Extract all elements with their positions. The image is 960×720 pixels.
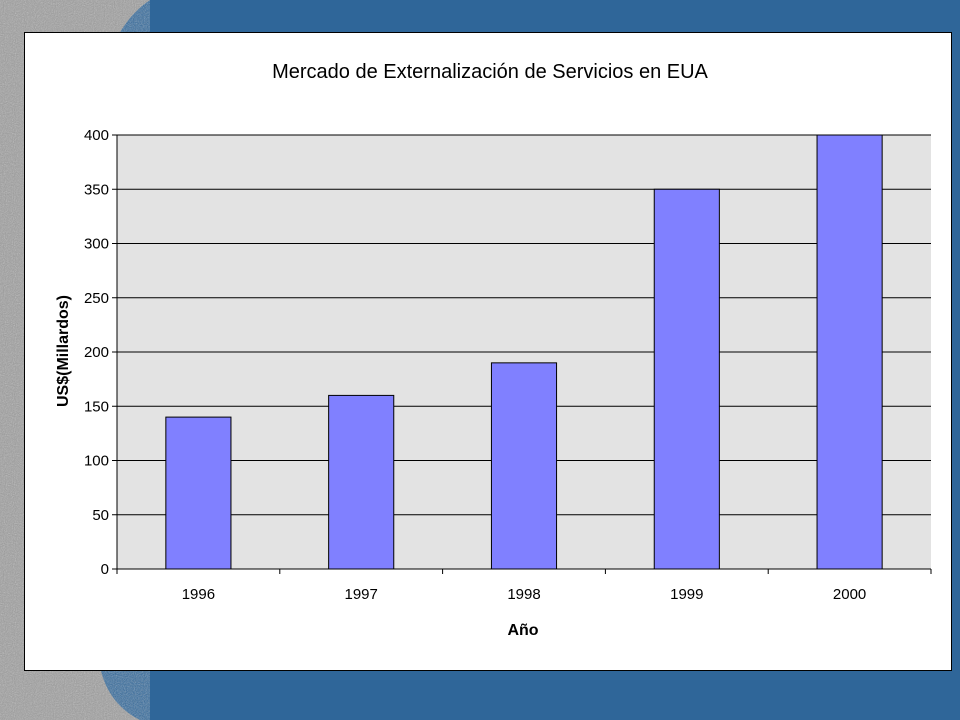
bar-1996 bbox=[165, 416, 232, 570]
y-tick-label: 0 bbox=[101, 561, 109, 578]
chart-frame: Mercado de Externalización de Servicios … bbox=[24, 32, 952, 671]
y-tick-label: 50 bbox=[92, 507, 109, 524]
chart-title: Mercado de Externalización de Servicios … bbox=[272, 61, 708, 83]
x-tick-label: 1999 bbox=[670, 586, 703, 603]
bar-chart: Mercado de Externalización de Servicios … bbox=[55, 61, 932, 639]
y-tick-label: 400 bbox=[84, 127, 109, 144]
y-tick-label: 150 bbox=[84, 398, 109, 415]
bar-1997 bbox=[328, 394, 395, 570]
y-tick-label: 100 bbox=[84, 453, 109, 470]
y-axis-title: US$(Millardos) bbox=[55, 295, 72, 407]
y-tick-label: 300 bbox=[84, 236, 109, 253]
y-tick-label: 200 bbox=[84, 344, 109, 361]
y-tick-label: 350 bbox=[84, 181, 109, 198]
bar-1999 bbox=[653, 188, 720, 570]
x-tick-labels: 1996 1997 1998 1999 2000 bbox=[182, 586, 867, 603]
x-tick-label: 2000 bbox=[833, 586, 866, 603]
x-tick-label: 1996 bbox=[182, 586, 215, 603]
bar-2000 bbox=[816, 134, 883, 570]
bars bbox=[165, 134, 883, 570]
axes bbox=[112, 134, 932, 574]
y-tick-label: 250 bbox=[84, 290, 109, 307]
x-tick-label: 1997 bbox=[345, 586, 378, 603]
bar-1998 bbox=[490, 362, 558, 570]
y-tick-labels: 0 50 100 150 200 250 300 350 400 bbox=[84, 127, 109, 578]
x-tick-label: 1998 bbox=[507, 586, 540, 603]
x-axis-title: Año bbox=[507, 622, 538, 639]
